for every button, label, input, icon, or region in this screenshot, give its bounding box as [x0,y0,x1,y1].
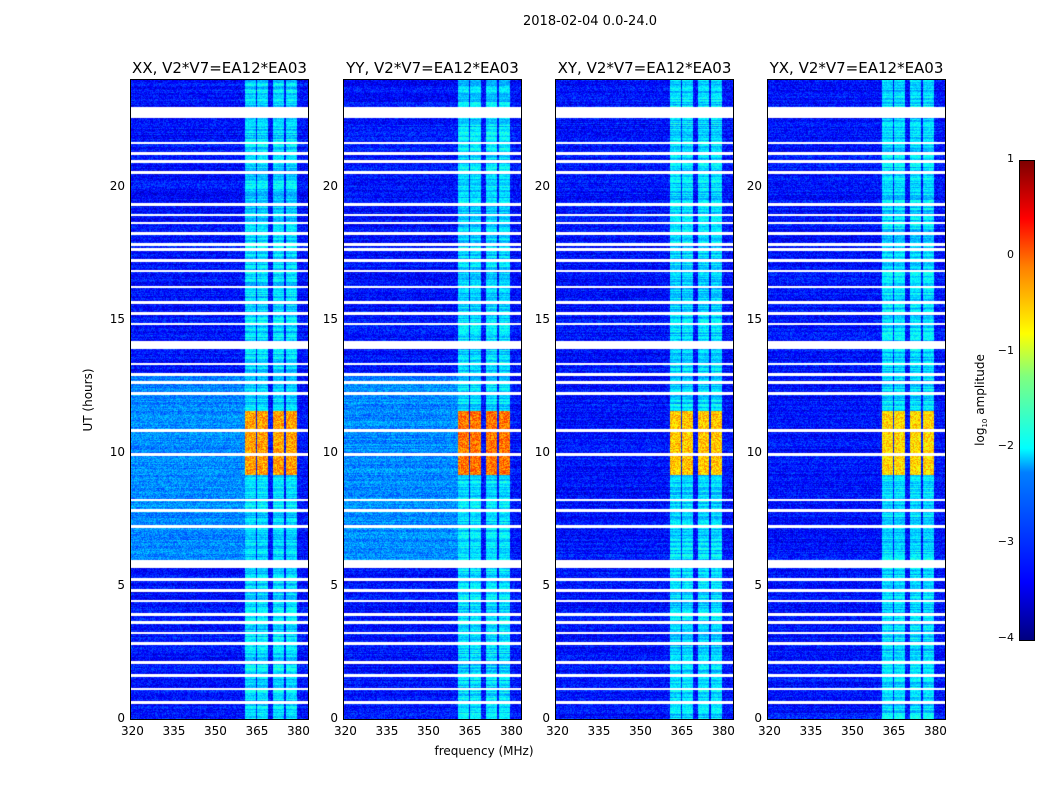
y-tick-label: 0 [754,711,762,725]
y-tick-label: 20 [534,178,550,193]
heatmap-image [131,80,308,719]
y-tick-label: 15 [746,311,762,326]
x-tick-label: 380 [286,724,310,738]
panel-title: YY, V2*V7=EA12*EA03 [346,59,519,77]
waterfall-panel-1 [343,79,522,720]
x-tick-label: 335 [587,724,611,738]
x-tick-label: 380 [923,724,947,738]
colorbar-tick-label: −3 [997,535,1014,549]
x-tick-label: 350 [416,724,440,738]
y-tick-label: 10 [109,444,125,459]
colorbar-tick-label: 0 [1007,247,1014,261]
x-tick-label: 350 [203,724,227,738]
x-tick-label: 365 [670,724,694,738]
colorbar [1019,160,1035,641]
x-tick-label: 335 [162,724,186,738]
x-tick-label: 320 [334,724,357,738]
colorbar-label: log10 amplitude [972,354,990,446]
waterfall-panel-2 [555,79,734,720]
y-tick-label: 5 [754,577,762,592]
x-tick-label: 365 [458,724,482,738]
y-tick-label: 20 [322,178,338,193]
y-tick-label: 10 [746,444,762,459]
colorbar-tick-label: −1 [997,343,1014,357]
colorbar-tick-label: −2 [997,439,1014,453]
x-tick-label: 335 [799,724,823,738]
x-tick-label: 335 [375,724,399,738]
waterfall-panel-3 [767,79,946,720]
x-tick-label: 365 [245,724,269,738]
panel-title: XX, V2*V7=EA12*EA03 [132,59,307,77]
x-tick-label: 320 [758,724,781,738]
y-tick-label: 20 [109,178,125,193]
heatmap-image [344,80,521,719]
x-tick-label: 380 [499,724,523,738]
panel-title: XY, V2*V7=EA12*EA03 [557,59,732,77]
y-tick-label: 15 [109,311,125,326]
panel-title: YX, V2*V7=EA12*EA03 [769,59,944,77]
x-axis-label: frequency (MHz) [434,744,534,758]
x-tick-label: 365 [882,724,906,738]
x-tick-label: 350 [840,724,864,738]
y-tick-label: 5 [330,577,338,592]
x-tick-label: 350 [628,724,652,738]
waterfall-panel-0 [130,79,309,720]
heatmap-image [556,80,733,719]
y-tick-label: 10 [534,444,550,459]
figure-title: 2018-02-04 0.0-24.0 [523,14,657,29]
y-tick-label: 10 [322,444,338,459]
x-tick-label: 320 [546,724,569,738]
y-tick-label: 0 [330,711,338,725]
y-tick-label: 5 [117,577,125,592]
heatmap-image [768,80,945,719]
y-tick-label: 5 [542,577,550,592]
y-tick-label: 20 [746,178,762,193]
y-tick-label: 0 [117,711,125,725]
colorbar-tick-label: −4 [997,631,1014,644]
colorbar-tick-label: 1 [1007,152,1014,165]
y-tick-label: 15 [322,311,338,326]
y-tick-label: 0 [542,711,550,725]
x-tick-label: 380 [711,724,735,738]
x-tick-label: 320 [121,724,144,738]
y-tick-label: 15 [534,311,550,326]
y-axis-label: UT (hours) [81,368,95,432]
